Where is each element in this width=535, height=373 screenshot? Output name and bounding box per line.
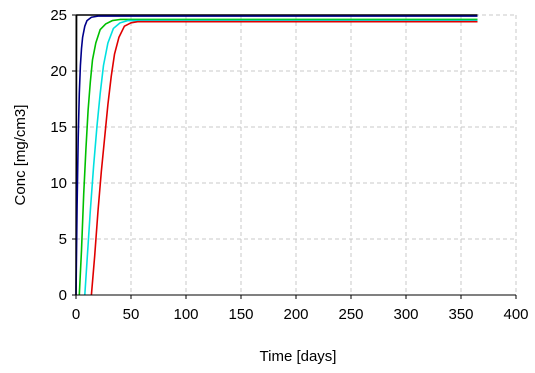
x-tick-label: 400	[503, 306, 528, 323]
x-axis-title: Time [days]	[260, 348, 337, 365]
y-tick-label: 20	[50, 63, 67, 80]
x-tick-label: 50	[123, 306, 140, 323]
y-tick-label: 25	[50, 7, 67, 24]
y-tick-label: 15	[50, 119, 67, 136]
x-tick-label: 0	[72, 306, 80, 323]
series-lines	[75, 14, 478, 296]
series-line-3	[78, 18, 478, 296]
series-line-4	[84, 19, 478, 296]
x-tick-label: 200	[283, 306, 308, 323]
y-tick-label: 10	[50, 175, 67, 192]
series-line-5	[90, 20, 478, 296]
x-tick-label: 100	[173, 306, 198, 323]
x-tick-label: 150	[228, 306, 253, 323]
x-tick-label: 350	[448, 306, 473, 323]
y-tick-label: 5	[59, 231, 67, 248]
series-line-1	[75, 14, 478, 296]
y-axis-title: Conc [mg/cm3]	[12, 105, 29, 206]
x-tick-label: 250	[338, 306, 363, 323]
grid	[76, 14, 517, 295]
axes	[72, 14, 517, 299]
x-tick-label: 300	[393, 306, 418, 323]
series-line-2	[75, 15, 478, 296]
tick-labels: 0 50 100 150 200 250 300 350 400 0 5 10 15 20 25	[50, 7, 528, 323]
y-tick-label: 0	[59, 287, 67, 304]
